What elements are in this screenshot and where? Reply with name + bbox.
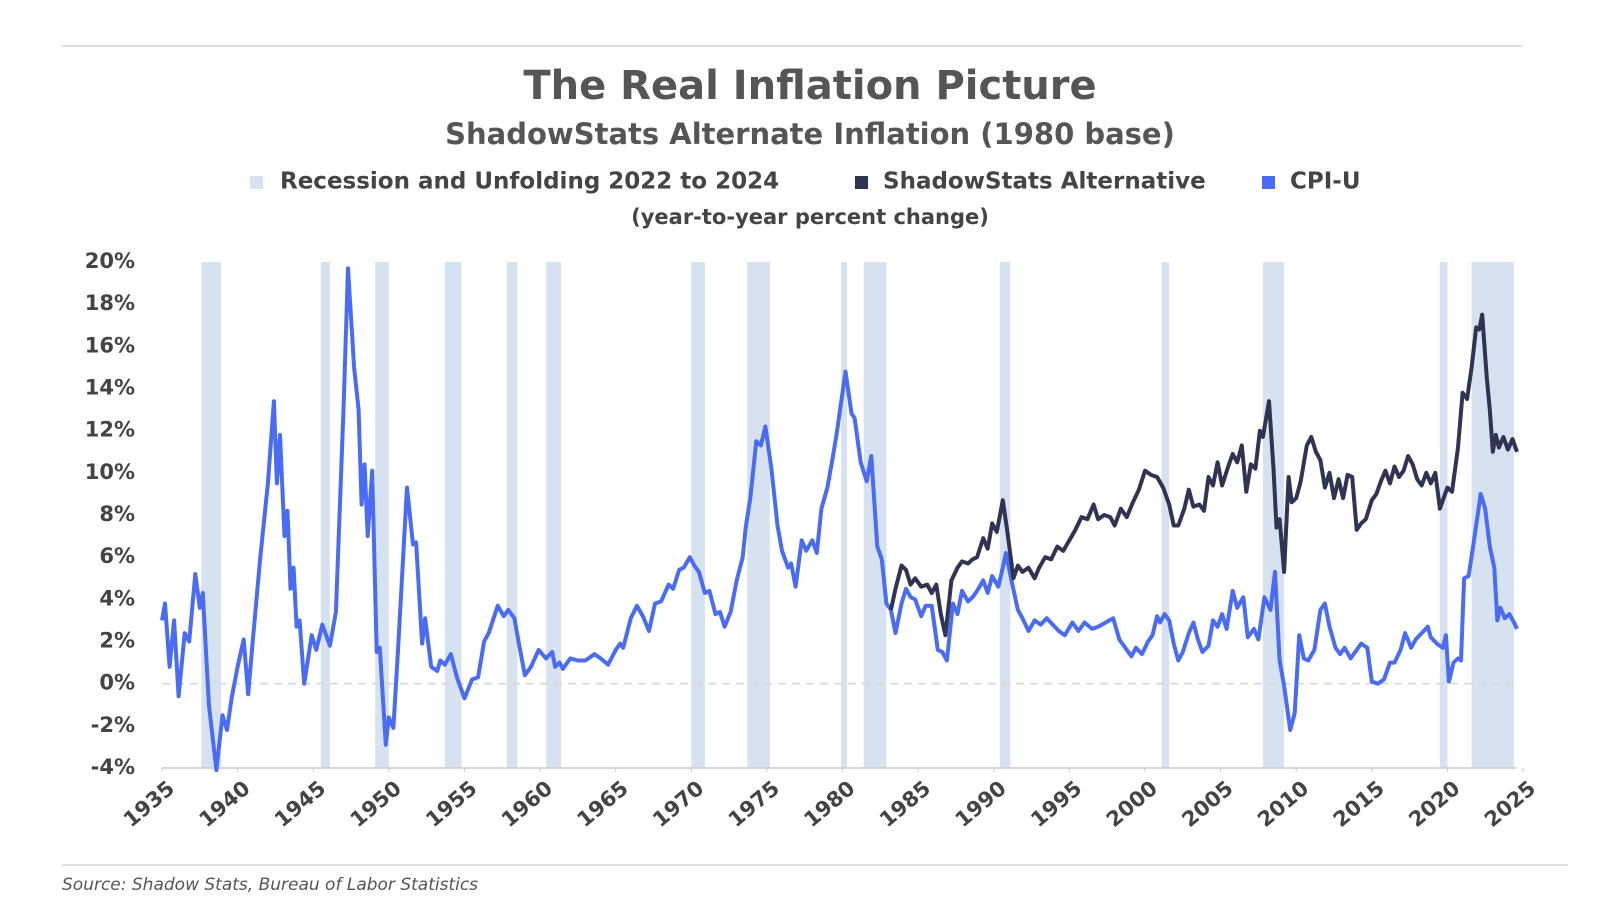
y-tick-label: -4% — [91, 755, 135, 779]
recession-band — [1439, 262, 1448, 768]
x-tick-label: 2015 — [1329, 776, 1389, 832]
recession-band — [1262, 262, 1285, 768]
recession-band — [320, 262, 330, 768]
legend-label: ShadowStats Alternative — [883, 169, 1206, 195]
y-tick-label: 20% — [85, 249, 135, 273]
recession-band — [747, 262, 770, 768]
x-tick-label: 1940 — [194, 776, 254, 832]
recession-band — [375, 262, 389, 768]
x-tick-label: 2010 — [1253, 776, 1313, 832]
x-tick-label: 2005 — [1177, 776, 1237, 832]
x-tick-label: 1955 — [421, 776, 481, 832]
y-tick-label: 0% — [99, 671, 135, 695]
y-tick-label: 6% — [99, 544, 135, 568]
chart-subtitle: ShadowStats Alternate Inflation (1980 ba… — [445, 117, 1175, 151]
recession-band — [1161, 262, 1170, 768]
y-tick-label: 8% — [99, 502, 135, 526]
series-line — [888, 312, 1519, 638]
x-tick-label: 1950 — [346, 776, 406, 832]
y-tick-label: 14% — [85, 376, 135, 400]
x-tick-label: 2000 — [1102, 776, 1162, 832]
y-tick-label: 10% — [85, 460, 135, 484]
recession-band — [201, 262, 221, 768]
legend-swatch — [855, 176, 868, 189]
y-tick-label: 4% — [99, 586, 135, 610]
recession-band — [444, 262, 462, 768]
y-tick-label: 12% — [85, 418, 135, 442]
legend-label: Recession and Unfolding 2022 to 2024 — [280, 169, 779, 195]
x-tick-label: 1970 — [648, 776, 708, 832]
x-tick-label: 1990 — [951, 776, 1011, 832]
y-tick-label: -2% — [91, 713, 135, 737]
x-tick-label: 1945 — [270, 776, 330, 832]
x-tick-label: 2025 — [1480, 776, 1540, 832]
recession-band — [691, 262, 705, 768]
x-tick-label: 1960 — [497, 776, 557, 832]
chart-title: The Real Inflation Picture — [523, 63, 1096, 109]
recession-band — [841, 262, 848, 768]
x-tick-label: 1975 — [724, 776, 784, 832]
legend-label: CPI-U — [1290, 169, 1361, 195]
y-tick-label: 16% — [85, 333, 135, 357]
chart-note: (year-to-year percent change) — [631, 205, 989, 229]
x-tick-label: 1995 — [1026, 776, 1086, 832]
y-tick-label: 2% — [99, 629, 135, 653]
legend-swatch — [1262, 176, 1275, 189]
x-tick-label: 1965 — [573, 776, 633, 832]
recession-band — [506, 262, 518, 768]
source: Source: Shadow Stats, Bureau of Labor St… — [62, 875, 478, 895]
x-tick-label: 1985 — [875, 776, 935, 832]
x-tick-label: 1980 — [799, 776, 859, 832]
x-tick-label: 1935 — [119, 776, 179, 832]
y-tick-label: 18% — [85, 291, 135, 315]
series-line — [160, 266, 1519, 773]
legend-swatch — [250, 176, 263, 189]
x-tick-label: 2020 — [1404, 776, 1464, 832]
recession-band — [546, 262, 562, 768]
